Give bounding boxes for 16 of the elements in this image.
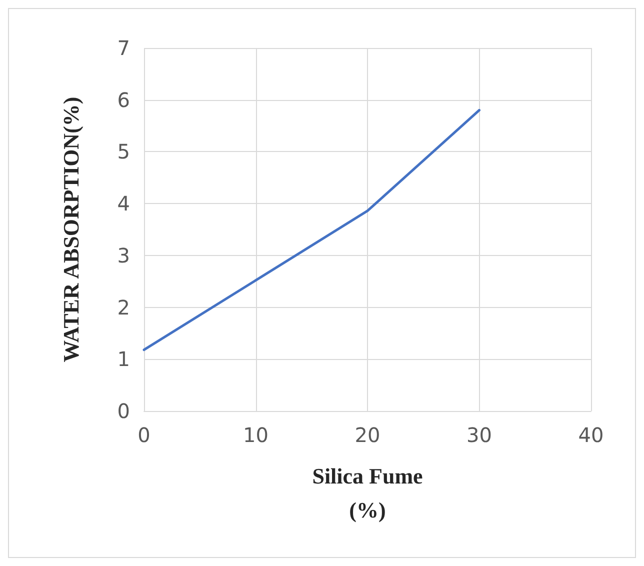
y-tick-label: 1: [117, 347, 130, 372]
y-tick-label: 3: [117, 243, 130, 268]
x-tick-label: 10: [243, 423, 268, 447]
y-axis-title: WATER ABSORPTION(%): [58, 96, 84, 362]
y-tick-label: 0: [117, 399, 130, 423]
line-series: [142, 108, 480, 352]
y-tick-label: 7: [117, 36, 130, 60]
y-tick-label: 4: [117, 192, 130, 216]
y-tick-label: 5: [117, 140, 130, 164]
x-tick-label: 30: [466, 423, 492, 447]
y-tick-label: 2: [117, 295, 130, 320]
x-tick-label: 0: [138, 423, 150, 447]
x-tick-label: 20: [354, 423, 380, 447]
y-tick-label: 6: [117, 88, 130, 112]
x-tick-label: 40: [578, 423, 604, 447]
x-axis-title: Silica Fume (%): [312, 464, 424, 522]
